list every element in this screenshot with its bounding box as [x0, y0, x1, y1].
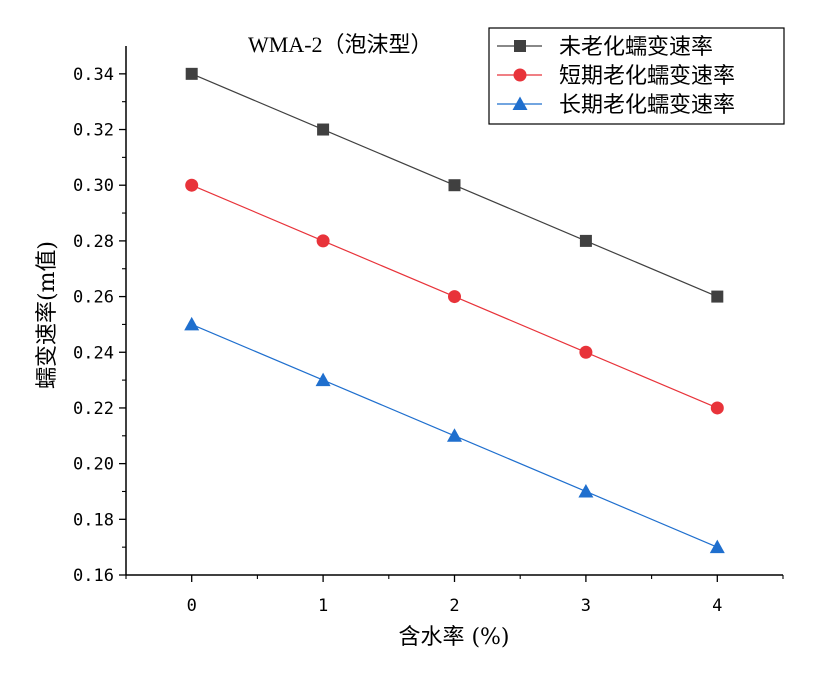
x-axis-label: 含水率 (%)	[398, 625, 509, 650]
legend-label: 长期老化蠕变速率	[559, 93, 735, 118]
data-point-square	[579, 234, 592, 247]
data-point-circle	[448, 290, 461, 304]
y-tick-label: 0.22	[73, 399, 114, 419]
chart-title: WMA-2（泡沫型）	[248, 32, 433, 57]
data-point-circle	[316, 234, 330, 248]
data-point-circle	[710, 401, 724, 415]
y-axis-ticks: 0.16 0.18 0.20 0.22 0.24 0.26 0.28 0.30 0.32 0.34	[73, 65, 126, 586]
data-point-circle	[579, 345, 593, 359]
series-lines	[191, 73, 718, 548]
data-point-triangle	[578, 483, 594, 498]
x-tick-label: 1	[318, 596, 328, 616]
data-point-triangle	[184, 316, 200, 331]
x-tick-label: 0	[187, 596, 197, 616]
legend-marker-square	[514, 40, 526, 52]
y-tick-label: 0.20	[73, 455, 114, 475]
x-axis-ticks: 0 1 2 3 4	[125, 575, 784, 616]
x-tick-label: 2	[449, 596, 459, 616]
data-point-triangle	[709, 539, 725, 554]
series-markers	[184, 67, 725, 554]
data-point-square	[448, 179, 461, 192]
legend-box	[488, 27, 785, 125]
data-point-circle	[185, 178, 199, 192]
y-tick-label: 0.18	[73, 510, 114, 530]
legend-marker-triangle	[512, 96, 528, 110]
x-tick-label: 4	[712, 596, 722, 616]
y-tick-label: 0.28	[73, 232, 114, 252]
data-point-square	[711, 290, 724, 303]
x-tick-label: 3	[581, 596, 591, 616]
y-tick-label: 0.26	[73, 288, 114, 308]
y-tick-label: 0.32	[73, 121, 114, 141]
legend-label: 未老化蠕变速率	[559, 35, 713, 60]
y-tick-label: 0.30	[73, 176, 114, 196]
axes	[125, 46, 783, 576]
y-axis-label: 蠕变速率(m值)	[35, 241, 60, 389]
data-point-triangle	[447, 428, 462, 442]
y-tick-label: 0.24	[73, 343, 114, 363]
legend-label: 短期老化蠕变速率	[559, 64, 735, 89]
data-point-square	[185, 67, 198, 80]
legend-marker-circle	[513, 68, 527, 82]
y-tick-label: 0.16	[73, 566, 114, 586]
data-point-triangle	[315, 372, 331, 387]
y-tick-label: 0.34	[73, 65, 114, 85]
data-point-square	[317, 123, 330, 136]
